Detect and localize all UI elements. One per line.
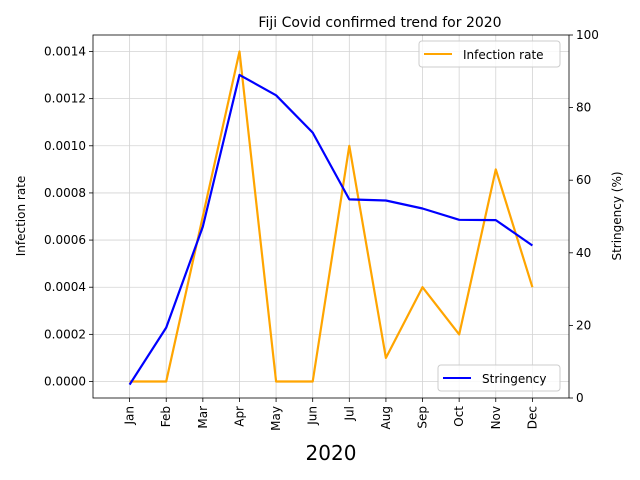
- x-tick-label: Aug: [379, 406, 393, 429]
- x-tick-label: Jun: [306, 406, 320, 426]
- y-left-tick-label: 0.0004: [44, 280, 86, 294]
- legend-label-stringency: Stringency: [482, 372, 547, 386]
- grid: [93, 35, 569, 398]
- y-right-tick-label: 40: [576, 246, 591, 260]
- y-left-tick-label: 0.0008: [44, 186, 86, 200]
- chart-title: Fiji Covid confirmed trend for 2020: [258, 15, 501, 31]
- legend-label-infection-rate: Infection rate: [463, 48, 544, 62]
- y-right-tick-label: 100: [576, 28, 599, 42]
- y-right-tick-label: 0: [576, 391, 584, 405]
- x-tick-label: Apr: [232, 406, 246, 427]
- x-tick-label: Sep: [416, 406, 430, 429]
- series-lines: [128, 50, 534, 386]
- legend-box: [418, 40, 561, 68]
- y-axis-left-label: Infection rate: [14, 176, 28, 257]
- x-tick-label: Mar: [196, 406, 210, 429]
- series-line-infection-rate: [129, 50, 534, 383]
- x-tick-label: Jan: [123, 406, 137, 426]
- x-tick-label: Oct: [452, 406, 466, 427]
- y-left-tick-label: 0.0014: [44, 45, 86, 59]
- legend-box: [437, 364, 561, 392]
- x-axis-label: 2020: [306, 441, 357, 465]
- y-right-tick-label: 80: [576, 101, 591, 115]
- x-tick-label: Feb: [159, 406, 173, 427]
- x-tick-label: May: [269, 406, 283, 431]
- y-axis-left: 0.0000 0.0002 0.0004 0.0006 0.0008 0.0010 0.00…: [44, 45, 93, 389]
- x-tick-label: Jul: [342, 406, 356, 421]
- legend-stringency: Stringency: [437, 364, 561, 392]
- y-left-tick-label: 0.0012: [44, 92, 86, 106]
- series-line-stringency: [128, 73, 534, 386]
- y-left-tick-label: 0.0006: [44, 233, 86, 247]
- y-right-tick-label: 60: [576, 173, 591, 187]
- y-left-tick-label: 0.0002: [44, 327, 86, 341]
- x-tick-label: Nov: [489, 406, 503, 429]
- x-axis: Jan Feb Mar Apr May Jun Jul Aug Sep Oct Nov Dec: [123, 398, 539, 431]
- y-right-tick-label: 20: [576, 318, 591, 332]
- y-left-tick-label: 0.0000: [44, 375, 86, 389]
- y-axis-right-label: Stringency (%): [610, 171, 624, 260]
- plot-frame: [92, 34, 570, 399]
- legend-infection-rate: Infection rate: [418, 40, 561, 68]
- y-axis-right: 0 20 40 60 80 100: [569, 28, 599, 405]
- x-tick-label: Dec: [525, 406, 539, 429]
- y-left-tick-label: 0.0010: [44, 139, 86, 153]
